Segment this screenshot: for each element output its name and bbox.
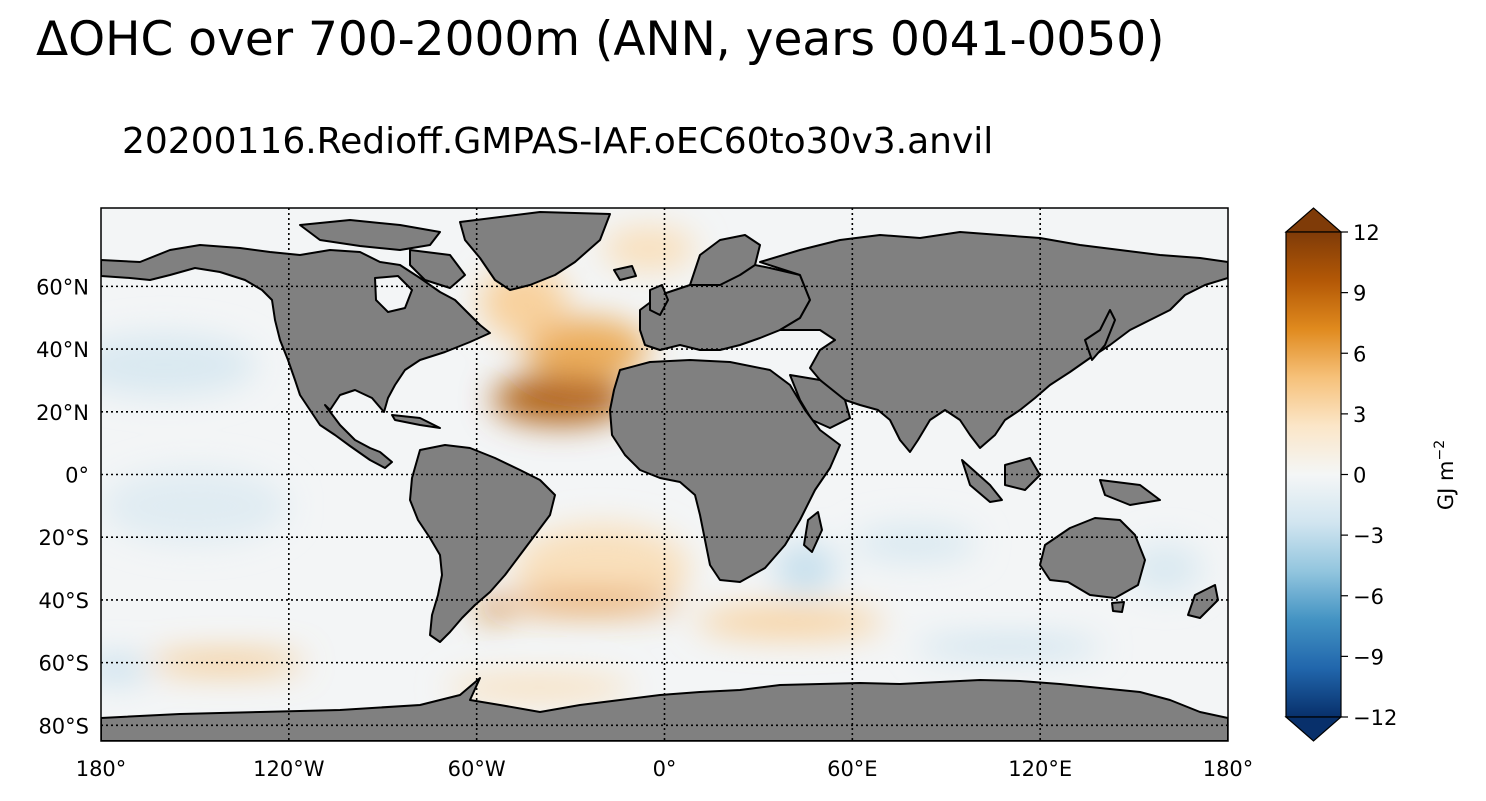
lat-tick-label: 20°S	[38, 526, 89, 550]
colorbar-label: GJ m−2	[1432, 440, 1458, 510]
colorbar-tick-label: −6	[1353, 585, 1384, 609]
madagascar-land	[803, 511, 823, 553]
latitude-tick-labels: 60°N 40°N 20°N 0° 20°S 40°S 60°S 80°S	[36, 275, 89, 738]
sumatra-land	[961, 459, 1003, 503]
new-zealand-land	[1187, 584, 1219, 619]
hudson-bay	[374, 275, 413, 313]
figure-subtitle: 20200116.Redioff.GMPAS-IAF.oEC60to30v3.a…	[122, 121, 994, 162]
scandinavia-land	[689, 234, 761, 286]
tasmania-land	[1111, 601, 1125, 613]
lon-tick-label: 60°E	[827, 757, 878, 781]
gridlines	[101, 208, 1228, 741]
lon-tick-label: 60°W	[448, 757, 506, 781]
map-frame	[100, 207, 1229, 742]
africa-land	[609, 359, 841, 583]
britain-land	[649, 284, 669, 316]
south-atlantic-current-warming	[492, 593, 681, 613]
figure-title: ΔOHC over 700-2000m (ANN, years 0041-005…	[36, 12, 1165, 67]
colorbar-label-unit: GJ m	[1434, 461, 1458, 511]
southern-ocean-indian-warming	[695, 606, 884, 638]
lon-tick-label: 120°W	[253, 757, 325, 781]
eastern-pacific-cooling	[101, 468, 289, 544]
nordic-seas-warming	[601, 226, 696, 271]
baffin-island-land	[409, 249, 466, 289]
north-atlantic-subtropical-warming	[492, 374, 631, 425]
colorbar-tick-label: −3	[1353, 524, 1384, 548]
lon-tick-label: 180°	[1203, 757, 1254, 781]
colorbar-tick-label: 3	[1353, 403, 1366, 427]
colorbar-label-exponent: −2	[1432, 440, 1448, 461]
iceland-land	[613, 265, 637, 281]
greenland-land	[459, 211, 611, 291]
south-america-land	[409, 444, 556, 643]
lat-tick-label: 80°S	[38, 714, 89, 738]
north-pacific-cooling	[101, 333, 258, 397]
lat-tick-label: 60°S	[38, 652, 89, 676]
lat-tick-label: 20°N	[36, 401, 89, 425]
colorbar-tick-label: −9	[1353, 645, 1384, 669]
south-atlantic-warming	[514, 524, 690, 613]
colorbar-tick-label: 12	[1353, 221, 1380, 245]
colorbar-extend-min	[1284, 716, 1343, 742]
map-area	[101, 208, 1228, 741]
cuba-land	[391, 414, 441, 429]
lon-tick-label: 0°	[653, 757, 677, 781]
colorbar-tick-label: 9	[1353, 282, 1366, 306]
colorbar-tick-label: −12	[1353, 706, 1397, 730]
new-guinea-land	[1099, 479, 1161, 506]
colorbar-extend-max	[1284, 207, 1343, 233]
south-indian-cooling	[914, 637, 1103, 657]
lat-tick-label: 40°S	[38, 589, 89, 613]
lat-tick-label: 0°	[65, 464, 89, 488]
lat-tick-label: 60°N	[36, 275, 89, 299]
longitude-tick-labels: 180° 120°W 60°W 0° 60°E 120°E 180°	[76, 757, 1254, 781]
colorbar-tick-label: 0	[1353, 464, 1366, 488]
colorbar-ticks: 12 9 6 3 0 −3 −6 −9 −12	[1341, 221, 1397, 730]
indian-ocean-cooling	[852, 524, 978, 563]
mozambique-cooling	[774, 543, 837, 594]
arctic-islands-land	[299, 219, 441, 251]
lon-tick-label: 180°	[76, 757, 127, 781]
colorbar-tick-label: 6	[1353, 342, 1366, 366]
lon-tick-label: 120°E	[1008, 757, 1072, 781]
weddell-sector-warming	[445, 675, 634, 701]
lat-tick-label: 40°N	[36, 338, 89, 362]
colorbar: 12 9 6 3 0 −3 −6 −9 −12 GJ m−2	[1284, 207, 1458, 742]
southern-ocean-pacific-cooling	[101, 656, 148, 682]
tasman-cooling	[1127, 543, 1203, 594]
colorbar-scale	[1285, 231, 1342, 718]
japan-land	[1084, 309, 1116, 361]
